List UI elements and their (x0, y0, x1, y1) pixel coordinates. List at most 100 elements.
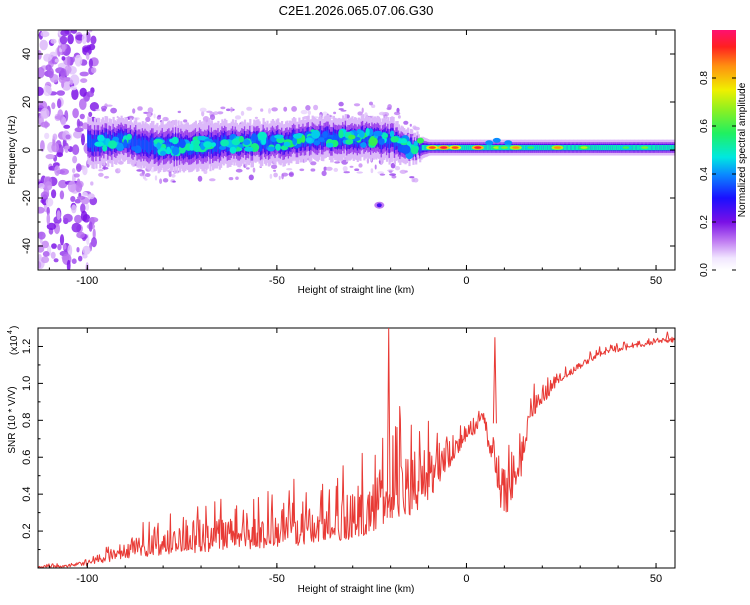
noise-blob (40, 256, 50, 264)
ridge-blob (171, 146, 180, 156)
ridge-core (573, 145, 576, 151)
noise-blob (235, 168, 243, 173)
ridge-band (198, 137, 201, 151)
noise-blob (56, 90, 65, 96)
noise-blob (82, 191, 88, 197)
noise-blob (67, 244, 73, 257)
noise-blob (98, 169, 104, 172)
ridge-core (588, 145, 592, 151)
ridge-core (616, 145, 619, 151)
ridge-band (258, 136, 261, 149)
ridge-core (650, 145, 653, 151)
noise-blob (246, 106, 253, 111)
ridge-blob (416, 137, 424, 144)
ridge-core (657, 145, 661, 151)
ridge-core (469, 145, 472, 151)
ridge-blob (400, 139, 408, 144)
noise-blob (177, 110, 181, 114)
spectrogram-xlabel: Height of straight line (km) (298, 285, 415, 296)
ridge-hotspot (451, 146, 459, 149)
noise-blob (39, 39, 48, 51)
noise-blob (56, 152, 63, 158)
noise-blob (321, 170, 327, 177)
ridge-hotspot (474, 146, 482, 149)
y-tick-label: 0.6 (21, 450, 33, 465)
ridge-blob (97, 134, 105, 142)
noise-blob (389, 173, 396, 176)
ridge-band (143, 139, 146, 152)
colorbar-gradient (712, 30, 736, 270)
ridge-blob (275, 143, 281, 151)
noise-blob (72, 155, 78, 164)
noise-blob (183, 119, 188, 123)
noise-blob (50, 38, 57, 44)
ridge-hotspot (512, 146, 520, 149)
colorbar-tick-label: 0.8 (699, 71, 710, 85)
ridge-blob (126, 133, 132, 140)
ridge-blob (292, 137, 297, 146)
noise-blob (313, 104, 319, 111)
ridge-blob (293, 133, 302, 139)
noise-blob (81, 33, 87, 45)
noise-blob (59, 168, 69, 175)
ridge-blob (156, 142, 161, 150)
noise-blob (102, 166, 109, 170)
noise-blob (72, 108, 79, 119)
ridge-blob (257, 131, 268, 141)
ridge-core (634, 145, 637, 151)
noise-blob (56, 210, 61, 221)
colorbar-label: Normalized spectral amplitude (737, 82, 748, 217)
y-tick-label: 0 (21, 147, 33, 153)
ridge-blob (373, 130, 383, 137)
noise-blob (171, 173, 176, 178)
ridge-core (482, 145, 485, 151)
ridge-blob (283, 141, 291, 147)
noise-blob (370, 168, 374, 174)
noise-blob (286, 168, 293, 171)
ridge-blob (313, 140, 321, 146)
noise-blob (67, 180, 77, 193)
ridge-band (172, 137, 175, 151)
ridge-blob (238, 135, 244, 143)
ridge-band (140, 140, 143, 153)
snr-frame (37, 327, 676, 569)
noise-blob (51, 243, 57, 249)
ridge-blob (231, 138, 241, 146)
ridge-band (147, 140, 150, 153)
noise-blob (79, 113, 85, 120)
noise-blob (70, 86, 77, 91)
noise-blob (47, 67, 54, 79)
noise-blob (88, 43, 96, 51)
snr-panel: -100 -50 0 50 0.2 0.4 0.6 0.8 1.0 1.2 Height of … (7, 326, 676, 595)
ridge-core (566, 145, 569, 151)
ridge-core (596, 145, 600, 151)
ridge-blob (401, 144, 411, 154)
ridge-core (543, 145, 546, 151)
ridge-core (655, 145, 658, 151)
ridge-band (319, 129, 322, 142)
ridge-core (571, 145, 574, 151)
noise-blob (54, 58, 60, 63)
ridge-band (155, 141, 158, 155)
ridge-blob (345, 139, 354, 145)
noise-blob (51, 102, 56, 110)
noise-blob (234, 115, 242, 120)
ridge-core (663, 145, 666, 151)
ridge-core (421, 145, 424, 151)
ridge-band (131, 138, 134, 150)
snr-scale-prefix: (x10 (9, 335, 20, 355)
noise-blob (240, 110, 245, 116)
ridge-hotspot (554, 146, 561, 149)
ridge-band (267, 139, 270, 152)
noise-blob (248, 174, 254, 181)
noise-blob (172, 180, 176, 183)
ridge-core (669, 145, 673, 151)
noise-blob (361, 107, 364, 113)
noise-blob (252, 167, 256, 173)
ridge-band (137, 138, 140, 151)
noise-blob (379, 173, 386, 176)
noise-blob (40, 191, 49, 199)
ridge-band (339, 133, 342, 146)
colorbar-tick-label: 0.4 (699, 167, 710, 181)
ridge-blob (102, 144, 108, 152)
